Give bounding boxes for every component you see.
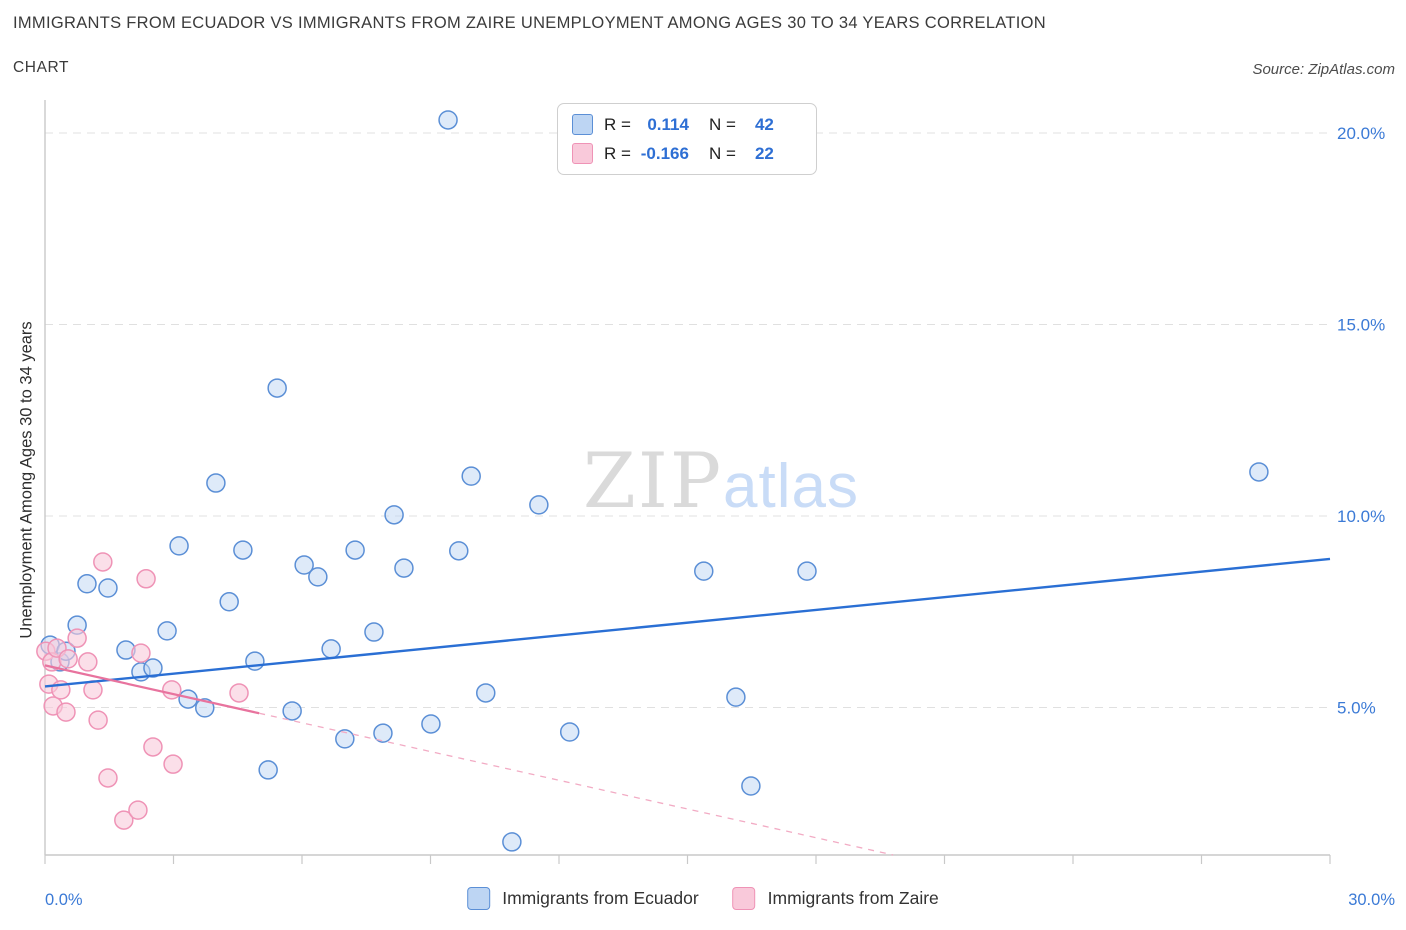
scatter-point-zaire [131,643,151,663]
scatter-point-zaire [58,649,78,669]
zaire-swatch-icon [572,143,593,164]
trendline-ecuador [44,557,1331,688]
ecuador-swatch-icon [572,114,593,135]
scatter-point-ecuador [98,578,118,598]
scatter-point-ecuador [384,505,404,525]
scatter-point-zaire [83,680,103,700]
scatter-point-ecuador [335,729,355,749]
scatter-point-ecuador [1249,462,1269,482]
scatter-point-zaire [67,628,87,648]
scatter-point-zaire [56,702,76,722]
scatter-point-ecuador [321,639,341,659]
x-axis-min-label: 0.0% [45,891,83,909]
scatter-point-zaire [229,683,249,703]
r-value: 0.114 [647,114,689,134]
r-label: R = [604,143,631,163]
scatter-point-ecuador [373,723,393,743]
n-label: N = [708,114,736,134]
scatter-point-ecuador [529,495,549,515]
scatter-point-ecuador [157,621,177,641]
scatter-point-zaire [88,710,108,730]
scatter-point-zaire [163,754,183,774]
y-tick-label: 10.0% [1337,507,1385,526]
scatter-point-zaire [93,552,113,572]
r-value: -0.166 [640,143,689,163]
scatter-point-zaire [98,768,118,788]
scatter-point-zaire [143,737,163,757]
scatter-point-ecuador [294,555,314,575]
scatter-point-ecuador [394,558,414,578]
scatter-point-zaire [128,800,148,820]
page-title: IMMIGRANTS FROM ECUADOR VS IMMIGRANTS FR… [13,14,1046,32]
scatter-point-ecuador [502,832,522,852]
scatter-point-ecuador [308,567,328,587]
scatter-point-ecuador [741,776,761,796]
scatter-point-ecuador [77,574,97,594]
scatter-point-ecuador [219,592,239,612]
y-tick-label: 5.0% [1337,699,1376,718]
scatter-point-ecuador [438,110,458,130]
scatter-point-ecuador [461,466,481,486]
scatter-point-ecuador [476,683,496,703]
scatter-point-ecuador [267,378,287,398]
legend-item-zaire: Immigrants from Zaire [732,887,939,910]
scatter-point-ecuador [345,540,365,560]
scatter-point-ecuador [726,687,746,707]
scatter-point-ecuador [559,722,580,742]
x-axis-max-label: 30.0% [1348,891,1395,909]
zaire-swatch-icon [732,887,756,910]
correlation-stats-box: R = 0.114 N = 42 R = -0.166 N = 22 [557,103,817,175]
n-value: 22 [754,143,774,163]
scatter-point-ecuador [421,714,441,734]
stats-row-ecuador: R = 0.114 N = 42 [572,114,802,135]
scatter-point-ecuador [797,561,817,581]
page-subtitle: CHART [13,59,70,76]
legend-label-ecuador: Immigrants from Ecuador [502,888,699,908]
series-legend: Immigrants from Ecuador Immigrants from … [467,887,939,910]
scatter-point-ecuador [258,760,278,780]
legend-item-ecuador: Immigrants from Ecuador [467,887,699,910]
scatter-point-zaire [78,652,98,672]
scatter-point-ecuador [195,698,215,718]
y-tick-label: 15.0% [1337,316,1385,335]
n-label: N = [708,143,736,163]
source-credit: Source: ZipAtlas.com [1252,61,1395,78]
stats-row-zaire: R = -0.166 N = 22 [572,143,802,164]
scatter-point-ecuador [364,622,384,642]
r-label: R = [604,114,631,134]
scatter-point-ecuador [206,473,226,493]
legend-label-zaire: Immigrants from Zaire [767,888,939,908]
ecuador-swatch-icon [467,887,491,910]
scatter-point-ecuador [282,701,302,721]
n-value: 42 [754,114,774,134]
scatter-point-ecuador [143,658,163,678]
trendline-zaire [44,664,260,715]
scatter-point-ecuador [694,561,714,581]
scatter-point-ecuador [233,540,253,560]
scatter-point-zaire [114,810,134,830]
scatter-point-ecuador [169,536,189,556]
scatter-point-ecuador [449,541,469,561]
scatter-point-zaire [136,569,156,589]
y-tick-label: 20.0% [1337,124,1385,143]
trendline-zaire-dashed [259,712,894,856]
scatter-point-ecuador [245,651,265,671]
